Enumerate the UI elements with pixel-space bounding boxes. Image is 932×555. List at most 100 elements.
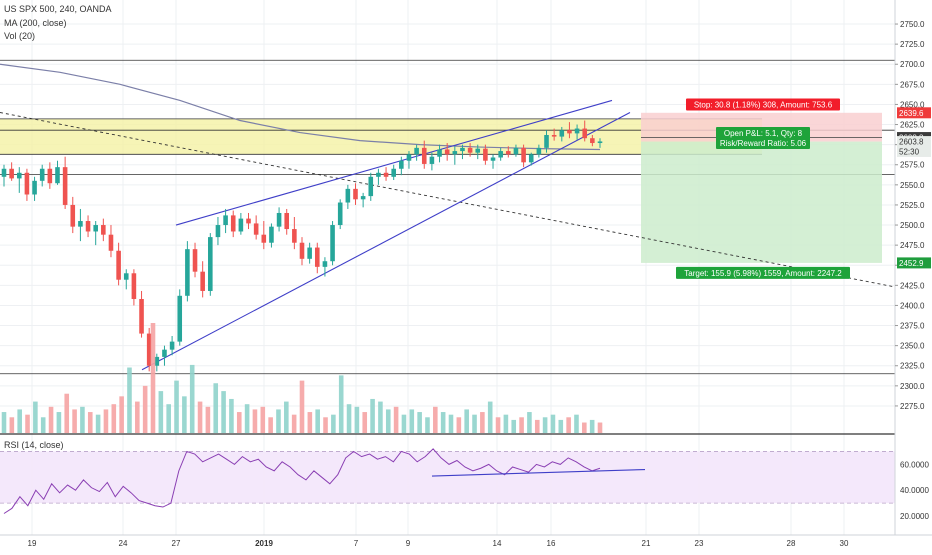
volume-bar bbox=[299, 380, 305, 433]
candle-body bbox=[1, 168, 7, 177]
candle-body bbox=[314, 247, 320, 267]
volume-bar bbox=[503, 414, 509, 433]
volume-bar bbox=[495, 417, 501, 433]
volume-bar bbox=[166, 404, 171, 433]
candle-body bbox=[322, 261, 328, 267]
candle-body bbox=[215, 225, 221, 238]
y-tick-label: 2325.0 bbox=[900, 362, 925, 371]
candle-body bbox=[406, 154, 412, 161]
y-tick-label: 2300.0 bbox=[900, 382, 925, 391]
ma-legend: MA (200, close) bbox=[4, 18, 67, 28]
stop-label: Stop: 30.8 (1.18%) 308, Amount: 753.6 bbox=[694, 100, 833, 109]
x-tick-label: 14 bbox=[493, 539, 502, 548]
candle-body bbox=[506, 151, 511, 155]
candle-body bbox=[498, 151, 503, 158]
candle-body bbox=[590, 138, 595, 144]
y-tick-label: 2375.0 bbox=[900, 322, 925, 331]
rsi-tick-label: 20.0000 bbox=[900, 512, 929, 521]
volume-bar bbox=[440, 412, 446, 433]
volume-bar bbox=[236, 412, 242, 433]
volume-bar bbox=[331, 414, 336, 433]
candle-body bbox=[24, 172, 30, 195]
candle-body bbox=[467, 147, 473, 153]
candle-body bbox=[360, 196, 366, 200]
symbol-title: US SPX 500, 240, OANDA bbox=[4, 4, 112, 14]
pnl-label-line2: Risk/Reward Ratio: 5.06 bbox=[720, 139, 807, 148]
candle-body bbox=[185, 249, 190, 296]
candle-body bbox=[269, 226, 274, 243]
price-label-bg bbox=[897, 145, 931, 157]
volume-bar bbox=[111, 404, 117, 433]
candle-body bbox=[559, 130, 565, 137]
candle-body bbox=[93, 225, 98, 232]
volume-bar bbox=[315, 409, 320, 433]
volume-bar bbox=[9, 417, 15, 433]
x-tick-label: 19 bbox=[28, 539, 37, 548]
candle-body bbox=[32, 180, 37, 195]
rsi-legend: RSI (14, close) bbox=[4, 440, 64, 450]
candle-body bbox=[399, 160, 404, 169]
volume-bar bbox=[95, 414, 101, 433]
candle-body bbox=[567, 130, 572, 134]
y-tick-label: 2625.0 bbox=[900, 121, 925, 130]
volume-bar bbox=[582, 422, 587, 433]
volume-bar bbox=[534, 419, 540, 433]
x-tick-label: 21 bbox=[642, 539, 651, 548]
volume-bar bbox=[346, 404, 352, 433]
volume-bar bbox=[589, 419, 595, 433]
candle-body bbox=[139, 299, 144, 334]
volume-bar bbox=[487, 401, 493, 433]
candle-body bbox=[116, 250, 121, 280]
volume-bar bbox=[448, 414, 454, 433]
price-label-bg bbox=[897, 257, 931, 269]
candle-body bbox=[368, 176, 374, 197]
volume-bar bbox=[56, 412, 62, 433]
candle-body bbox=[337, 202, 343, 226]
volume-bar bbox=[456, 417, 462, 433]
y-tick-label: 2275.0 bbox=[900, 402, 925, 411]
volume-bar bbox=[558, 419, 564, 433]
volume-bar bbox=[464, 409, 469, 433]
volume-bar bbox=[244, 404, 250, 433]
y-tick-label: 2575.0 bbox=[900, 161, 925, 170]
candle-body bbox=[230, 215, 236, 232]
volume-bar bbox=[150, 323, 156, 433]
price-label: 2639.6 bbox=[899, 109, 924, 118]
volume-bar bbox=[566, 417, 571, 433]
candle-body bbox=[16, 172, 22, 179]
x-tick-label: 2019 bbox=[255, 539, 273, 548]
y-tick-label: 2675.0 bbox=[900, 80, 925, 89]
candle-body bbox=[444, 149, 450, 155]
volume-bar bbox=[252, 409, 258, 433]
volume-bar bbox=[1, 412, 7, 433]
candle-body bbox=[597, 141, 603, 144]
volume-bar bbox=[425, 417, 430, 433]
volume-bar bbox=[87, 412, 93, 433]
candle-body bbox=[192, 249, 198, 272]
volume-bar bbox=[323, 417, 328, 433]
candle-body bbox=[414, 147, 419, 155]
candle-body bbox=[536, 147, 542, 155]
x-tick-label: 7 bbox=[354, 539, 359, 548]
candle-body bbox=[169, 341, 175, 350]
volume-bar bbox=[401, 414, 407, 433]
candle-body bbox=[437, 149, 442, 157]
candle-body bbox=[177, 295, 183, 342]
price-label: 52:30 bbox=[899, 147, 920, 156]
volume-bar bbox=[229, 398, 234, 433]
candle-body bbox=[200, 271, 205, 291]
candle-body bbox=[528, 154, 534, 163]
x-tick-label: 24 bbox=[119, 539, 128, 548]
candle-body bbox=[345, 188, 351, 203]
dashed-trendline bbox=[0, 112, 896, 288]
candle-body bbox=[353, 188, 358, 200]
volume-bar bbox=[284, 401, 289, 433]
candle-body bbox=[123, 273, 129, 280]
volume-bar bbox=[370, 398, 375, 433]
candle-body bbox=[483, 148, 488, 161]
volume-bar bbox=[385, 409, 391, 433]
volume-bar bbox=[205, 406, 211, 433]
x-tick-label: 30 bbox=[840, 539, 849, 548]
